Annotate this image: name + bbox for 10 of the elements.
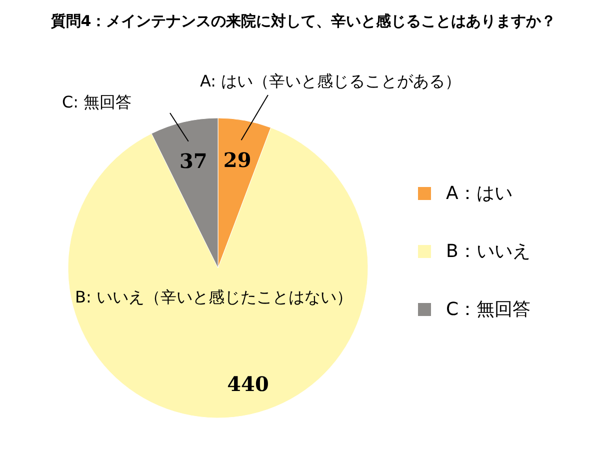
legend-label: C：無回答 bbox=[446, 298, 531, 320]
text: A: はい（辛いと感じることがある） bbox=[200, 71, 462, 90]
legend-label: B：いいえ bbox=[446, 240, 530, 262]
text: B: いいえ（辛いと感じたことはない） bbox=[75, 287, 352, 306]
data-label: 440 bbox=[227, 372, 269, 396]
data-label: 37 bbox=[179, 149, 208, 174]
data-label: 29 bbox=[223, 148, 252, 172]
text: C: 無回答 bbox=[62, 92, 132, 112]
legend-label: A：はい bbox=[446, 182, 512, 204]
chart-title: 質問4：メインテナンスの来院に対して、辛いと感じることはありますか？ bbox=[50, 12, 556, 30]
